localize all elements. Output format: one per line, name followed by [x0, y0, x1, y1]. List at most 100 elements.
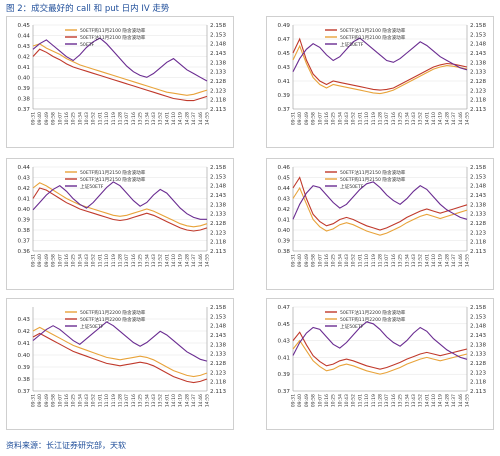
- legend-label: 上证50ETF: [340, 41, 364, 48]
- chart-svg: 0.43 0.42 0.41 0.40 0.39 0.38 0.37 2.158 2.153 2.…: [18, 305, 227, 407]
- series-line: [292, 44, 468, 95]
- x-tick: 14:01: [164, 394, 170, 407]
- x-tick: 10:07: [317, 112, 323, 125]
- x-tick: 10:43: [84, 254, 90, 267]
- x-tick: 13:43: [151, 112, 157, 125]
- x-tick: 14:19: [438, 394, 444, 407]
- y-tick-right: 2.118: [210, 98, 226, 104]
- y-tick-right: 2.143: [210, 193, 226, 199]
- x-tick: 10:07: [57, 112, 63, 125]
- legend-label: 上证50ETF: [80, 183, 104, 190]
- x-tick: 13:07: [384, 254, 390, 267]
- legend-label: 50ETF购11月2100 隐含波动率: [340, 34, 406, 41]
- y-tick-right: 2.148: [210, 42, 226, 48]
- x-tick: 10:52: [351, 112, 357, 125]
- y-tick-left: 0.39: [18, 86, 31, 92]
- y-tick-left: 0.40: [18, 207, 31, 213]
- x-tick: 13:43: [411, 254, 417, 267]
- y-tick-right: 2.123: [470, 88, 486, 94]
- x-tick: 14:28: [444, 254, 450, 267]
- y-tick-right: 2.113: [470, 249, 486, 255]
- x-tick: 14:19: [178, 394, 184, 407]
- x-tick: 14:37: [191, 254, 197, 267]
- x-tick: 14:37: [451, 112, 457, 125]
- x-tick: 10:43: [344, 112, 350, 125]
- x-tick: 13:25: [138, 394, 144, 407]
- x-tick: 09:40: [297, 254, 303, 267]
- x-tick: 09:58: [311, 112, 317, 125]
- y-tick-left: 0.39: [18, 218, 31, 224]
- y-tick-right: 2.158: [210, 305, 226, 311]
- legend-label: 50ETF沽11月2200 隐含波动率: [80, 316, 146, 323]
- y-tick-left: 0.39: [278, 372, 291, 378]
- x-tick: 14:10: [171, 394, 177, 407]
- x-tick: 11:10: [104, 112, 110, 125]
- x-tick: 13:52: [158, 254, 164, 267]
- x-tick: 11:28: [378, 254, 384, 267]
- y-tick-left: 0.39: [278, 239, 291, 245]
- legend-label: 50ETF沽11月2100 隐含波动率: [340, 27, 406, 34]
- y-tick-left: 0.46: [278, 165, 291, 171]
- source-note: 资料来源：长江证券研究部，天软: [6, 441, 126, 450]
- x-tick: 13:25: [138, 254, 144, 267]
- x-tick: 14:10: [171, 254, 177, 267]
- y-tick-right: 2.153: [210, 314, 226, 320]
- y-tick-left: 0.47: [278, 37, 291, 43]
- x-tick: 10:16: [324, 254, 330, 267]
- y-tick-left: 0.38: [18, 228, 31, 234]
- x-tick: 14:28: [444, 112, 450, 125]
- x-tick: 13:34: [404, 254, 410, 267]
- y-tick-left: 0.43: [18, 317, 31, 323]
- y-tick-left: 0.44: [18, 165, 31, 171]
- y-tick-right: 2.153: [470, 174, 486, 180]
- chart-panel-middle-left: 0.44 0.43 0.42 0.41 0.40 0.39 0.38 0.37 0.36 2.15…: [6, 158, 234, 290]
- chart-panel-bottom-right: 0.47 0.45 0.43 0.41 0.39 0.37 2.158 2.153 2.148 2…: [266, 298, 494, 430]
- x-tick: 13:52: [158, 394, 164, 407]
- x-tick: 09:31: [31, 254, 37, 267]
- y-tick-right: 2.118: [470, 98, 486, 104]
- x-tick: 13:25: [138, 112, 144, 125]
- y-tick-right: 2.123: [210, 370, 226, 376]
- y-tick-right: 2.123: [470, 370, 486, 376]
- series-line: [292, 331, 468, 370]
- y-tick-left: 0.45: [278, 322, 291, 328]
- x-tick: 13:07: [124, 394, 130, 407]
- x-tick: 10:16: [324, 394, 330, 407]
- series-line: [32, 43, 208, 96]
- x-tick: 14:19: [178, 254, 184, 267]
- x-tick: 11:28: [378, 112, 384, 125]
- legend-label: 上证50ETF: [340, 183, 364, 190]
- y-tick-right: 2.143: [470, 51, 486, 57]
- x-tick: 11:28: [118, 112, 124, 125]
- series-line: [292, 339, 468, 375]
- x-tick: 14:46: [458, 394, 464, 407]
- x-tick: 09:31: [31, 394, 37, 407]
- x-tick: 13:16: [391, 394, 397, 407]
- x-tick: 11:01: [357, 112, 363, 125]
- y-tick-left: 0.44: [18, 34, 31, 40]
- y-tick-left: 0.49: [278, 23, 291, 29]
- y-tick-right: 2.148: [470, 184, 486, 190]
- x-tick: 10:52: [91, 394, 97, 407]
- x-tick: 14:37: [191, 112, 197, 125]
- x-tick: 14:55: [465, 254, 471, 267]
- x-tick: 10:25: [71, 112, 77, 125]
- x-tick: 09:49: [44, 394, 50, 407]
- series-line: [292, 181, 468, 220]
- x-tick: 11:28: [118, 394, 124, 407]
- x-tick: 09:58: [51, 254, 57, 267]
- x-tick: 13:25: [398, 394, 404, 407]
- y-tick-left: 0.41: [18, 341, 31, 347]
- y-tick-left: 0.40: [18, 76, 31, 82]
- x-tick: 10:07: [57, 394, 63, 407]
- y-tick-left: 0.41: [278, 355, 291, 361]
- x-tick: 11:01: [357, 394, 363, 407]
- x-tick: 13:25: [398, 112, 404, 125]
- x-tick: 09:58: [311, 254, 317, 267]
- x-tick: 10:07: [317, 254, 323, 267]
- y-tick-left: 0.37: [18, 239, 31, 245]
- series-line: [292, 186, 468, 236]
- y-tick-right: 2.133: [210, 212, 226, 218]
- y-tick-right: 2.133: [210, 70, 226, 76]
- y-tick-right: 2.113: [210, 107, 226, 113]
